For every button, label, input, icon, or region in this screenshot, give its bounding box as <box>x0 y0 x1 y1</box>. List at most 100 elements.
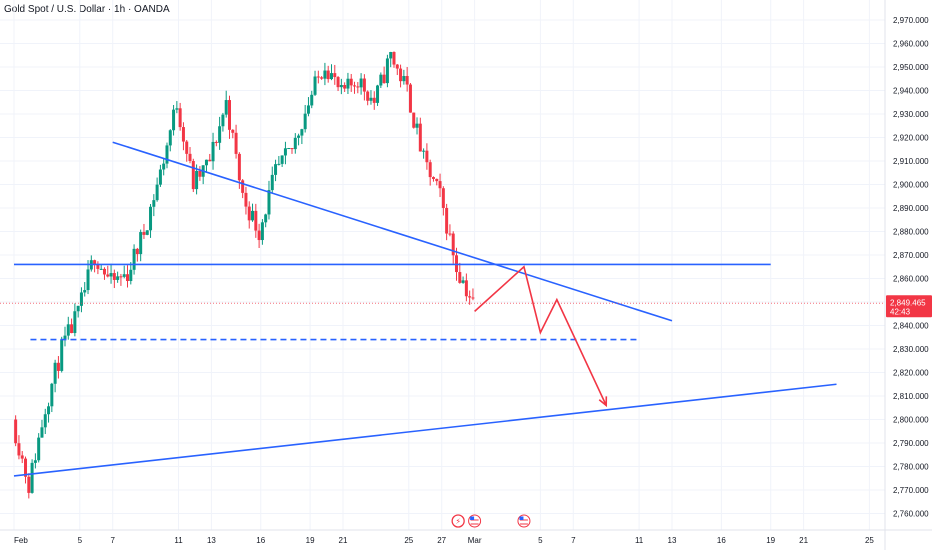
y-tick-label: 2,820.000 <box>893 369 929 378</box>
candle-body <box>267 190 271 215</box>
y-tick-label: 2,840.000 <box>893 322 929 331</box>
x-tick-label: 11 <box>635 536 644 545</box>
candle-body <box>158 169 162 185</box>
candle-body <box>270 174 274 191</box>
candle-body <box>326 70 330 80</box>
candle-body <box>122 274 126 277</box>
candle-body <box>214 141 218 143</box>
candle-body <box>333 73 337 78</box>
candle-body <box>149 206 153 231</box>
candle-body <box>155 184 159 201</box>
candle-body <box>343 85 347 89</box>
descending-trendline[interactable] <box>112 141 673 322</box>
candle-body <box>93 260 97 265</box>
y-tick-label: 2,810.000 <box>893 392 929 401</box>
candle-body <box>303 113 307 130</box>
candle-body <box>399 68 403 82</box>
candle-body <box>175 108 179 110</box>
lightning-event-icon-glyph: ⚡ <box>455 517 461 526</box>
candle-body <box>448 233 452 235</box>
candle-body <box>30 462 34 493</box>
candle-body <box>468 296 472 298</box>
candle-body <box>422 150 426 152</box>
candle-body <box>428 162 432 178</box>
candle-body <box>316 76 320 78</box>
candle-body <box>323 70 327 79</box>
projected-path[interactable] <box>474 265 607 406</box>
candle-body <box>204 159 208 166</box>
y-tick-label: 2,970.000 <box>893 16 929 25</box>
candle-body <box>172 109 176 131</box>
y-tick-label: 2,830.000 <box>893 345 929 354</box>
candle-body <box>297 135 301 138</box>
candle-body <box>168 130 172 146</box>
x-tick-label: 19 <box>766 536 775 545</box>
candle-body <box>244 192 248 207</box>
candle-body <box>274 164 278 175</box>
candle-body <box>369 97 373 101</box>
candle-body <box>135 248 139 255</box>
y-tick-label: 2,940.000 <box>893 87 929 96</box>
candle-body <box>353 85 357 87</box>
candle-body <box>37 437 41 461</box>
candle-body <box>96 264 100 269</box>
y-tick-label: 2,960.000 <box>893 40 929 49</box>
candle-body <box>178 108 182 128</box>
candle-body <box>349 78 353 86</box>
x-tick-label: 25 <box>865 536 874 545</box>
candle-body <box>359 78 363 88</box>
candle-body <box>181 127 185 142</box>
current-price-tag <box>886 295 932 318</box>
y-tick-label: 2,770.000 <box>893 486 929 495</box>
candle-body <box>218 126 222 143</box>
x-tick-label: 19 <box>306 536 315 545</box>
x-tick-label: 7 <box>110 536 115 545</box>
candle-body <box>20 455 24 459</box>
candle-body <box>66 324 70 336</box>
candle-body <box>431 177 435 179</box>
candle-body <box>458 272 462 283</box>
x-tick-label: Mar <box>468 536 482 545</box>
candle-body <box>50 383 54 407</box>
candle-body <box>385 58 389 84</box>
candle-body <box>60 339 64 371</box>
candle-body <box>366 91 370 101</box>
candle-body <box>86 269 90 291</box>
y-tick-label: 2,880.000 <box>893 228 929 237</box>
candle-body <box>241 180 245 193</box>
candle-body <box>471 297 475 299</box>
candle-body <box>392 52 396 65</box>
candle-body <box>83 290 87 293</box>
x-tick-label: Feb <box>14 536 28 545</box>
x-tick-label: 27 <box>437 536 446 545</box>
x-tick-label: 5 <box>538 536 543 545</box>
candle-body <box>109 273 113 277</box>
candle-body <box>152 200 156 207</box>
candle-body <box>237 153 241 181</box>
y-tick-label: 2,760.000 <box>893 510 929 519</box>
x-tick-label: 21 <box>799 536 808 545</box>
candle-body <box>313 76 317 95</box>
ascending-support[interactable] <box>13 383 837 477</box>
flag-canton <box>519 516 524 520</box>
candle-body <box>382 74 386 84</box>
candle-body <box>300 129 304 136</box>
lightning-event-icon[interactable] <box>451 514 465 528</box>
candle-body <box>320 77 324 79</box>
chart-title: Gold Spot / U.S. Dollar · 1h · OANDA <box>4 4 170 15</box>
candle-body <box>27 476 31 493</box>
y-tick-label: 2,780.000 <box>893 463 929 472</box>
candle-body <box>188 153 192 161</box>
candle-body <box>445 207 449 234</box>
x-tick-label: 11 <box>174 536 183 545</box>
candle-body <box>425 150 429 163</box>
candle-body <box>112 273 116 280</box>
candle-body <box>53 362 57 384</box>
y-tick-label: 2,920.000 <box>893 134 929 143</box>
candle-body <box>224 100 228 115</box>
candle-body <box>376 85 380 103</box>
candle-body <box>99 268 103 270</box>
candle-body <box>362 78 366 92</box>
candle-body <box>139 232 143 255</box>
